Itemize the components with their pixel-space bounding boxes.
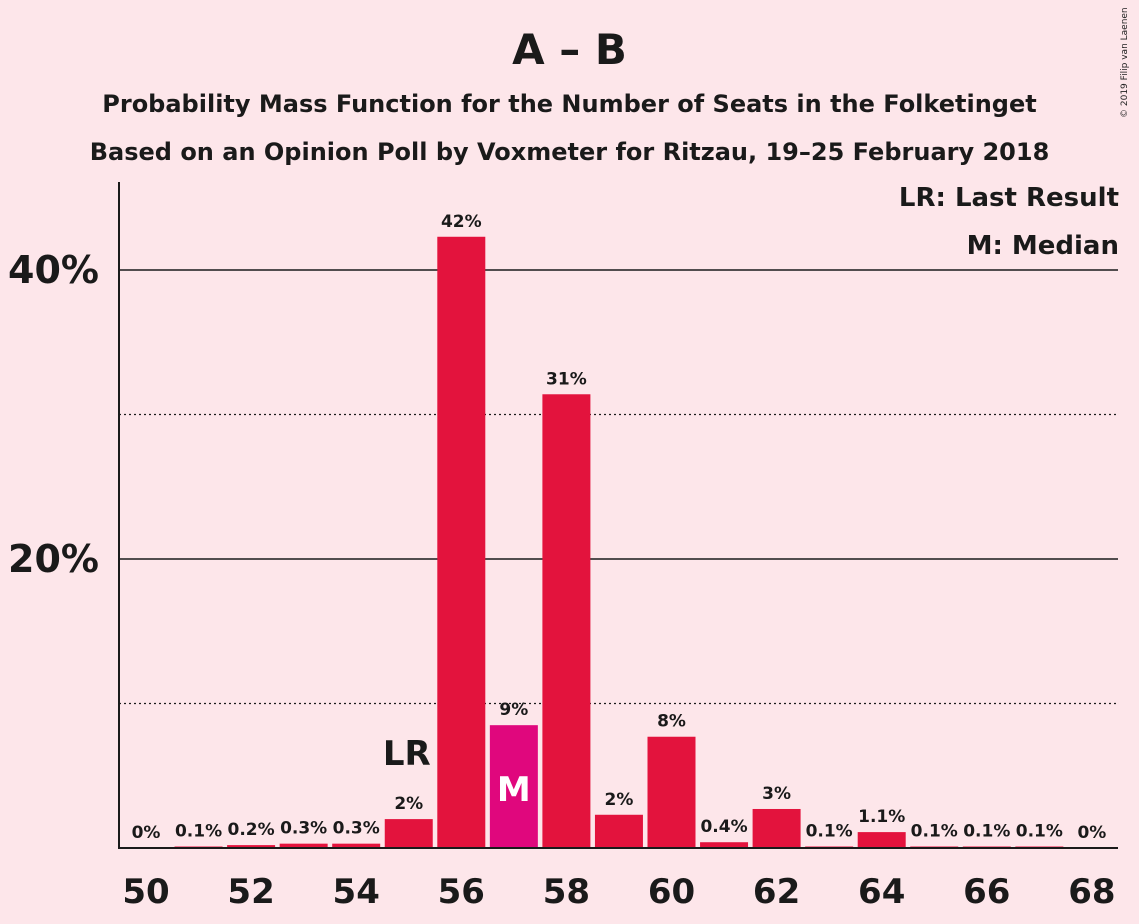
bar-seat-52 — [227, 845, 276, 848]
x-tick-label: 64 — [858, 872, 905, 912]
y-tick-label: 40% — [8, 248, 99, 292]
bar-seat-53 — [279, 843, 328, 848]
bar-value-label: 8% — [657, 712, 686, 732]
bar-value-label: 9% — [499, 700, 528, 720]
chart-subtitle: Probability Mass Function for the Number… — [102, 90, 1037, 118]
legend-last-result: LR: Last Result — [898, 183, 1119, 213]
bar-value-label: 1.1% — [858, 807, 905, 827]
bar-seat-54 — [332, 843, 381, 848]
bar-value-label: 0.1% — [175, 822, 222, 842]
bar-seat-61 — [700, 842, 749, 848]
bar-value-label: 0.3% — [333, 819, 380, 839]
chart-title: A – B — [512, 25, 627, 74]
bar-seat-64 — [857, 832, 906, 848]
bar-value-label: 0.2% — [228, 820, 275, 840]
bar-value-label: 2% — [394, 794, 423, 814]
bar-value-label: 3% — [762, 784, 791, 804]
x-tick-label: 68 — [1068, 872, 1115, 912]
x-tick-label: 56 — [438, 872, 485, 912]
x-tick-label: 58 — [543, 872, 590, 912]
bar-seat-56 — [437, 236, 486, 848]
last-result-marker: LR — [383, 734, 431, 774]
bar-value-label: 0.3% — [280, 819, 327, 839]
bar-labels: 0% 0.1% 0.2% 0.3% 0.3%2%LR42%9%M31%2%8%0.4%3… — [132, 212, 1107, 843]
bar-value-label: 0.1% — [963, 822, 1010, 842]
bars — [174, 236, 1064, 848]
bar-seat-55 — [384, 819, 433, 848]
bar-seat-60 — [647, 736, 696, 848]
x-tick-label: 66 — [963, 872, 1010, 912]
bar-value-label: 0.1% — [1016, 822, 1063, 842]
legend-median: M: Median — [966, 231, 1119, 261]
bar-seat-62 — [752, 808, 801, 848]
bar-value-label: 0% — [132, 823, 161, 843]
bar-value-label: 42% — [441, 212, 482, 232]
bar-value-label: 2% — [605, 790, 634, 810]
x-tick-label: 52 — [227, 872, 274, 912]
bar-value-label: 0.1% — [806, 822, 853, 842]
bar-seat-59 — [594, 814, 643, 848]
bar-value-label: 0.1% — [911, 822, 958, 842]
bar-value-label: 0% — [1077, 823, 1106, 843]
axes: 20% 40% 50 52 54 56 58 60 62 64 66 68 — [8, 182, 1118, 912]
x-tick-label: 62 — [753, 872, 800, 912]
bar-value-label: 0.4% — [700, 817, 747, 837]
grid-lines — [119, 269, 1118, 705]
x-tick-label: 54 — [333, 872, 380, 912]
bar-seat-58 — [542, 394, 591, 848]
median-marker: M — [497, 770, 531, 810]
chart-subtitle-source: Based on an Opinion Poll by Voxmeter for… — [89, 138, 1050, 166]
x-tick-label: 50 — [122, 872, 169, 912]
y-tick-label: 20% — [8, 537, 99, 581]
x-tick-label: 60 — [648, 872, 695, 912]
bar-value-label: 31% — [546, 369, 587, 389]
bar-seat-57 — [489, 725, 538, 848]
